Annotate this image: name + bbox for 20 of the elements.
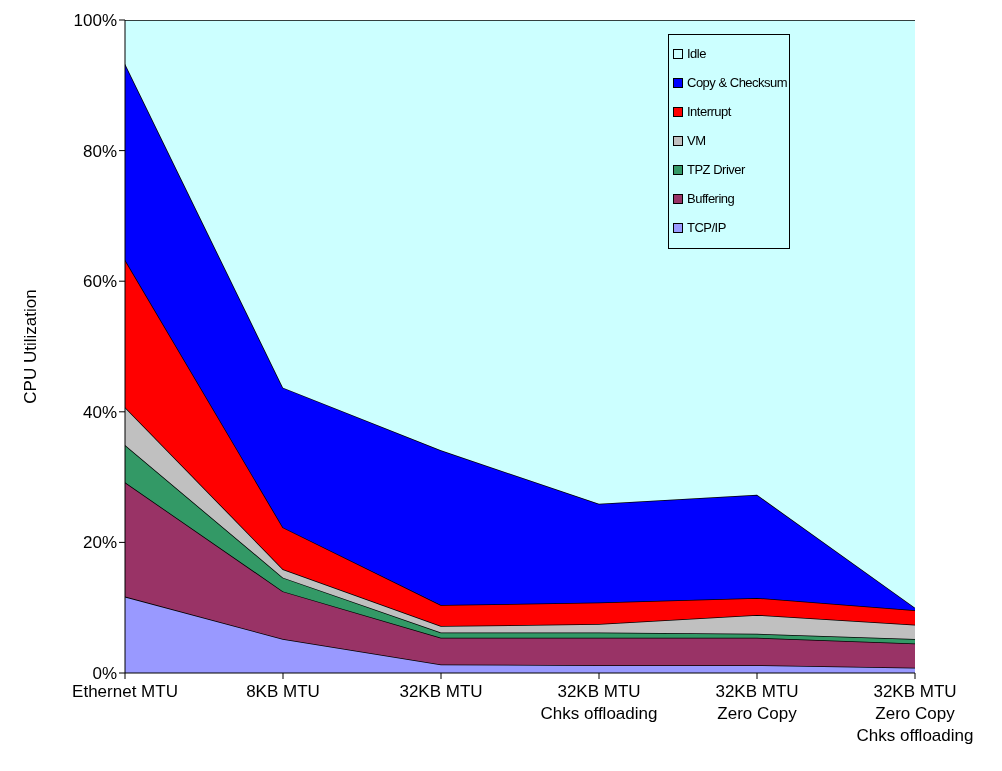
legend-label: Copy & Checksum <box>687 75 788 90</box>
y-tick-label: 60% <box>82 272 117 292</box>
legend-label: TCP/IP <box>687 220 726 235</box>
y-tick-label: 80% <box>82 141 117 161</box>
x-tick-label: 32KB MTU <box>399 682 483 701</box>
legend-label: Idle <box>687 46 706 61</box>
y-tick-label: 40% <box>82 402 117 422</box>
y-axis-title: CPU Utilization <box>21 289 41 404</box>
x-tick-label: 32KB MTU Chks offloading <box>540 682 658 723</box>
x-tick-label: 8KB MTU <box>246 682 320 701</box>
legend-label: TPZ Driver <box>687 162 745 177</box>
legend-label: Buffering <box>687 191 735 206</box>
x-tick-label: Ethernet MTU <box>72 682 178 701</box>
y-tick-label: 0% <box>92 664 117 684</box>
x-tick-label: 32KB MTU Zero Copy Chks offloading <box>856 682 974 745</box>
legend-label: Interrupt <box>687 104 731 119</box>
y-tick-label: 100% <box>73 11 117 31</box>
x-tick-label: 32KB MTU Zero Copy <box>715 682 799 723</box>
legend-label: VM <box>687 133 706 148</box>
y-tick-label: 20% <box>82 533 117 553</box>
